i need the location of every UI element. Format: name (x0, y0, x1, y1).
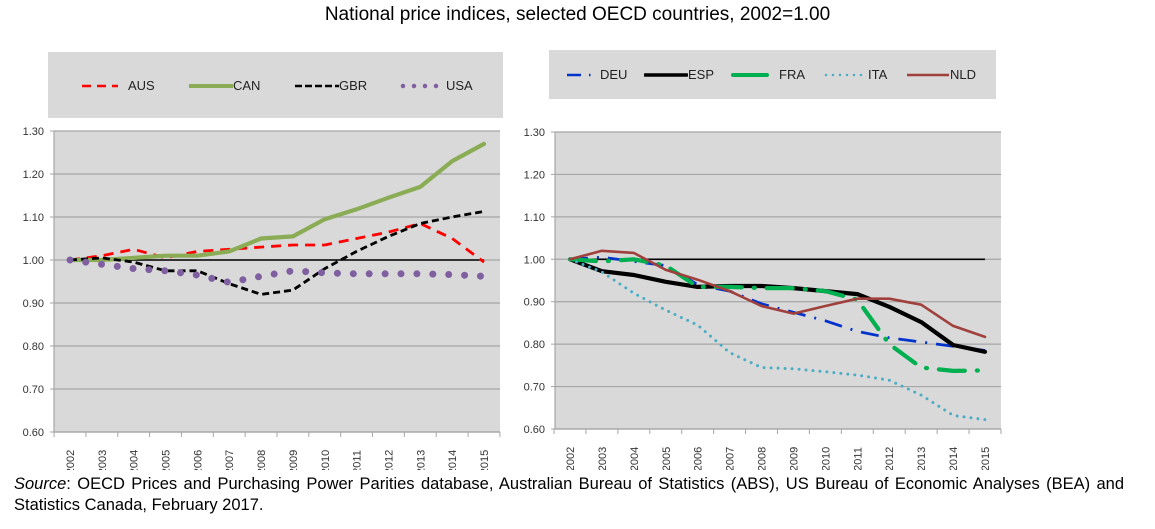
x-tick-label: 2011 (852, 447, 864, 470)
x-tick-label: 2005 (661, 447, 673, 470)
figure-title: National price indices, selected OECD co… (324, 4, 831, 25)
x-tick-label: 2006 (192, 450, 204, 470)
x-tick-label: 2015 (980, 447, 992, 470)
legend-item-deu: DEU (566, 67, 627, 82)
legend-item-gbr: GBR (295, 78, 367, 93)
legend-right: DEU ESP FRA ITA NLD (549, 50, 996, 99)
source-note: Source: OECD Prices and Purchasing Power… (14, 474, 1124, 516)
x-tick-label: 2015 (479, 450, 491, 470)
x-tick-label: 2007 (224, 450, 236, 470)
legend-item-ita: ITA (824, 67, 887, 82)
series-line-deu (569, 255, 986, 352)
y-tick-label: 1.10 (524, 212, 545, 224)
legend-label-fra: FRA (779, 67, 805, 82)
y-tick-label: 1.00 (23, 255, 44, 267)
x-tick-label: 2008 (757, 447, 769, 470)
legend-label-deu: DEU (600, 67, 628, 82)
legend-label-esp: ESP (688, 67, 715, 82)
y-tick-label: 1.30 (524, 127, 545, 139)
plot-area (555, 132, 1001, 429)
chart-left: 0.60 0.70 0.80 0.90 1.00 1.10 1.20 1.30 2002 2003… (23, 126, 501, 470)
legend-label-ita: ITA (868, 67, 888, 82)
x-tick-label: 2002 (65, 450, 77, 470)
x-tick-label: 2012 (884, 447, 896, 470)
x-tick-label: 2013 (916, 447, 928, 470)
x-tick-label: 2010 (820, 447, 832, 470)
charts-canvas: 0.60 0.70 0.80 0.90 1.00 1.10 1.20 1.30 2002 2003… (23, 126, 1002, 470)
legend-swatch-can (189, 83, 233, 88)
legend-swatch-deu (567, 73, 591, 76)
series-line-gbr (69, 210, 485, 296)
y-tick-label: 0.90 (23, 298, 44, 310)
x-tick-label: 2007 (725, 447, 737, 470)
x-tick-label: 2012 (383, 450, 395, 470)
legend-label-usa: USA (446, 78, 473, 93)
legend-swatch-nld (907, 73, 949, 76)
x-tick-label: 2004 (629, 447, 641, 470)
x-tick-label: 2011 (352, 450, 364, 470)
series-line-ita (568, 257, 987, 422)
x-tick-label: 2003 (97, 450, 109, 470)
y-tick-label: 1.20 (23, 169, 44, 181)
source-label: Source (14, 475, 67, 493)
series-line-nld (568, 249, 987, 339)
legend-left: AUS CAN GBR USA (48, 52, 503, 118)
legend-swatch-fra (731, 72, 769, 77)
y-tick-label: 1.30 (23, 126, 44, 138)
legend-item-usa: USA (400, 78, 473, 93)
legend-item-aus: AUS (82, 78, 155, 93)
x-tick-label: 2005 (161, 450, 173, 470)
y-tick-label: 0.80 (23, 341, 44, 353)
y-tick-label: 0.90 (524, 297, 545, 309)
x-tick-label: 2013 (415, 450, 427, 470)
x-tick-label: 2010 (320, 450, 332, 470)
y-tick-label: 0.60 (524, 424, 545, 436)
legend-item-nld: NLD (906, 67, 976, 82)
y-tick-label: 1.20 (524, 169, 545, 181)
x-tick-label: 2008 (256, 450, 268, 470)
x-tick-label: 2004 (129, 450, 141, 470)
x-tick-label: 2014 (447, 450, 459, 470)
y-tick-label: 0.70 (524, 382, 545, 394)
legend-swatch-gbr (295, 84, 339, 87)
x-tick-label: 2009 (788, 447, 800, 470)
legend-swatch-ita (824, 73, 868, 76)
x-tick-label: 2002 (565, 447, 577, 470)
x-tick-label: 2006 (693, 447, 705, 470)
y-tick-label: 1.10 (23, 212, 44, 224)
legend-item-fra: FRA (731, 67, 805, 82)
y-tick-label: 1.00 (524, 254, 545, 266)
y-tick-label: 0.60 (23, 427, 44, 439)
x-tick-label: 2014 (948, 447, 960, 470)
legend-label-aus: AUS (128, 78, 155, 93)
legend-item-esp: ESP (644, 67, 714, 82)
legend-label-gbr: GBR (339, 78, 368, 93)
y-tick-label: 0.80 (524, 339, 545, 351)
y-tick-label: 0.70 (23, 384, 44, 396)
series-line-usa (66, 256, 488, 286)
legend-swatch-esp (644, 72, 688, 77)
chart-right: 0.60 0.70 0.80 0.90 1.00 1.10 1.20 1.30 2002 2003… (524, 127, 1002, 470)
source-text: : OECD Prices and Purchasing Power Parit… (14, 475, 1124, 514)
series-line-aus (69, 222, 485, 264)
series-line-can (67, 141, 487, 263)
x-tick-label: 2009 (288, 450, 300, 470)
legend-label-nld: NLD (950, 67, 977, 82)
legend-label-can: CAN (233, 78, 261, 93)
series-line-fra (567, 257, 988, 373)
legend-swatch-aus (82, 84, 118, 87)
x-tick-label: 2003 (597, 447, 609, 470)
legend-item-can: CAN (189, 78, 260, 93)
